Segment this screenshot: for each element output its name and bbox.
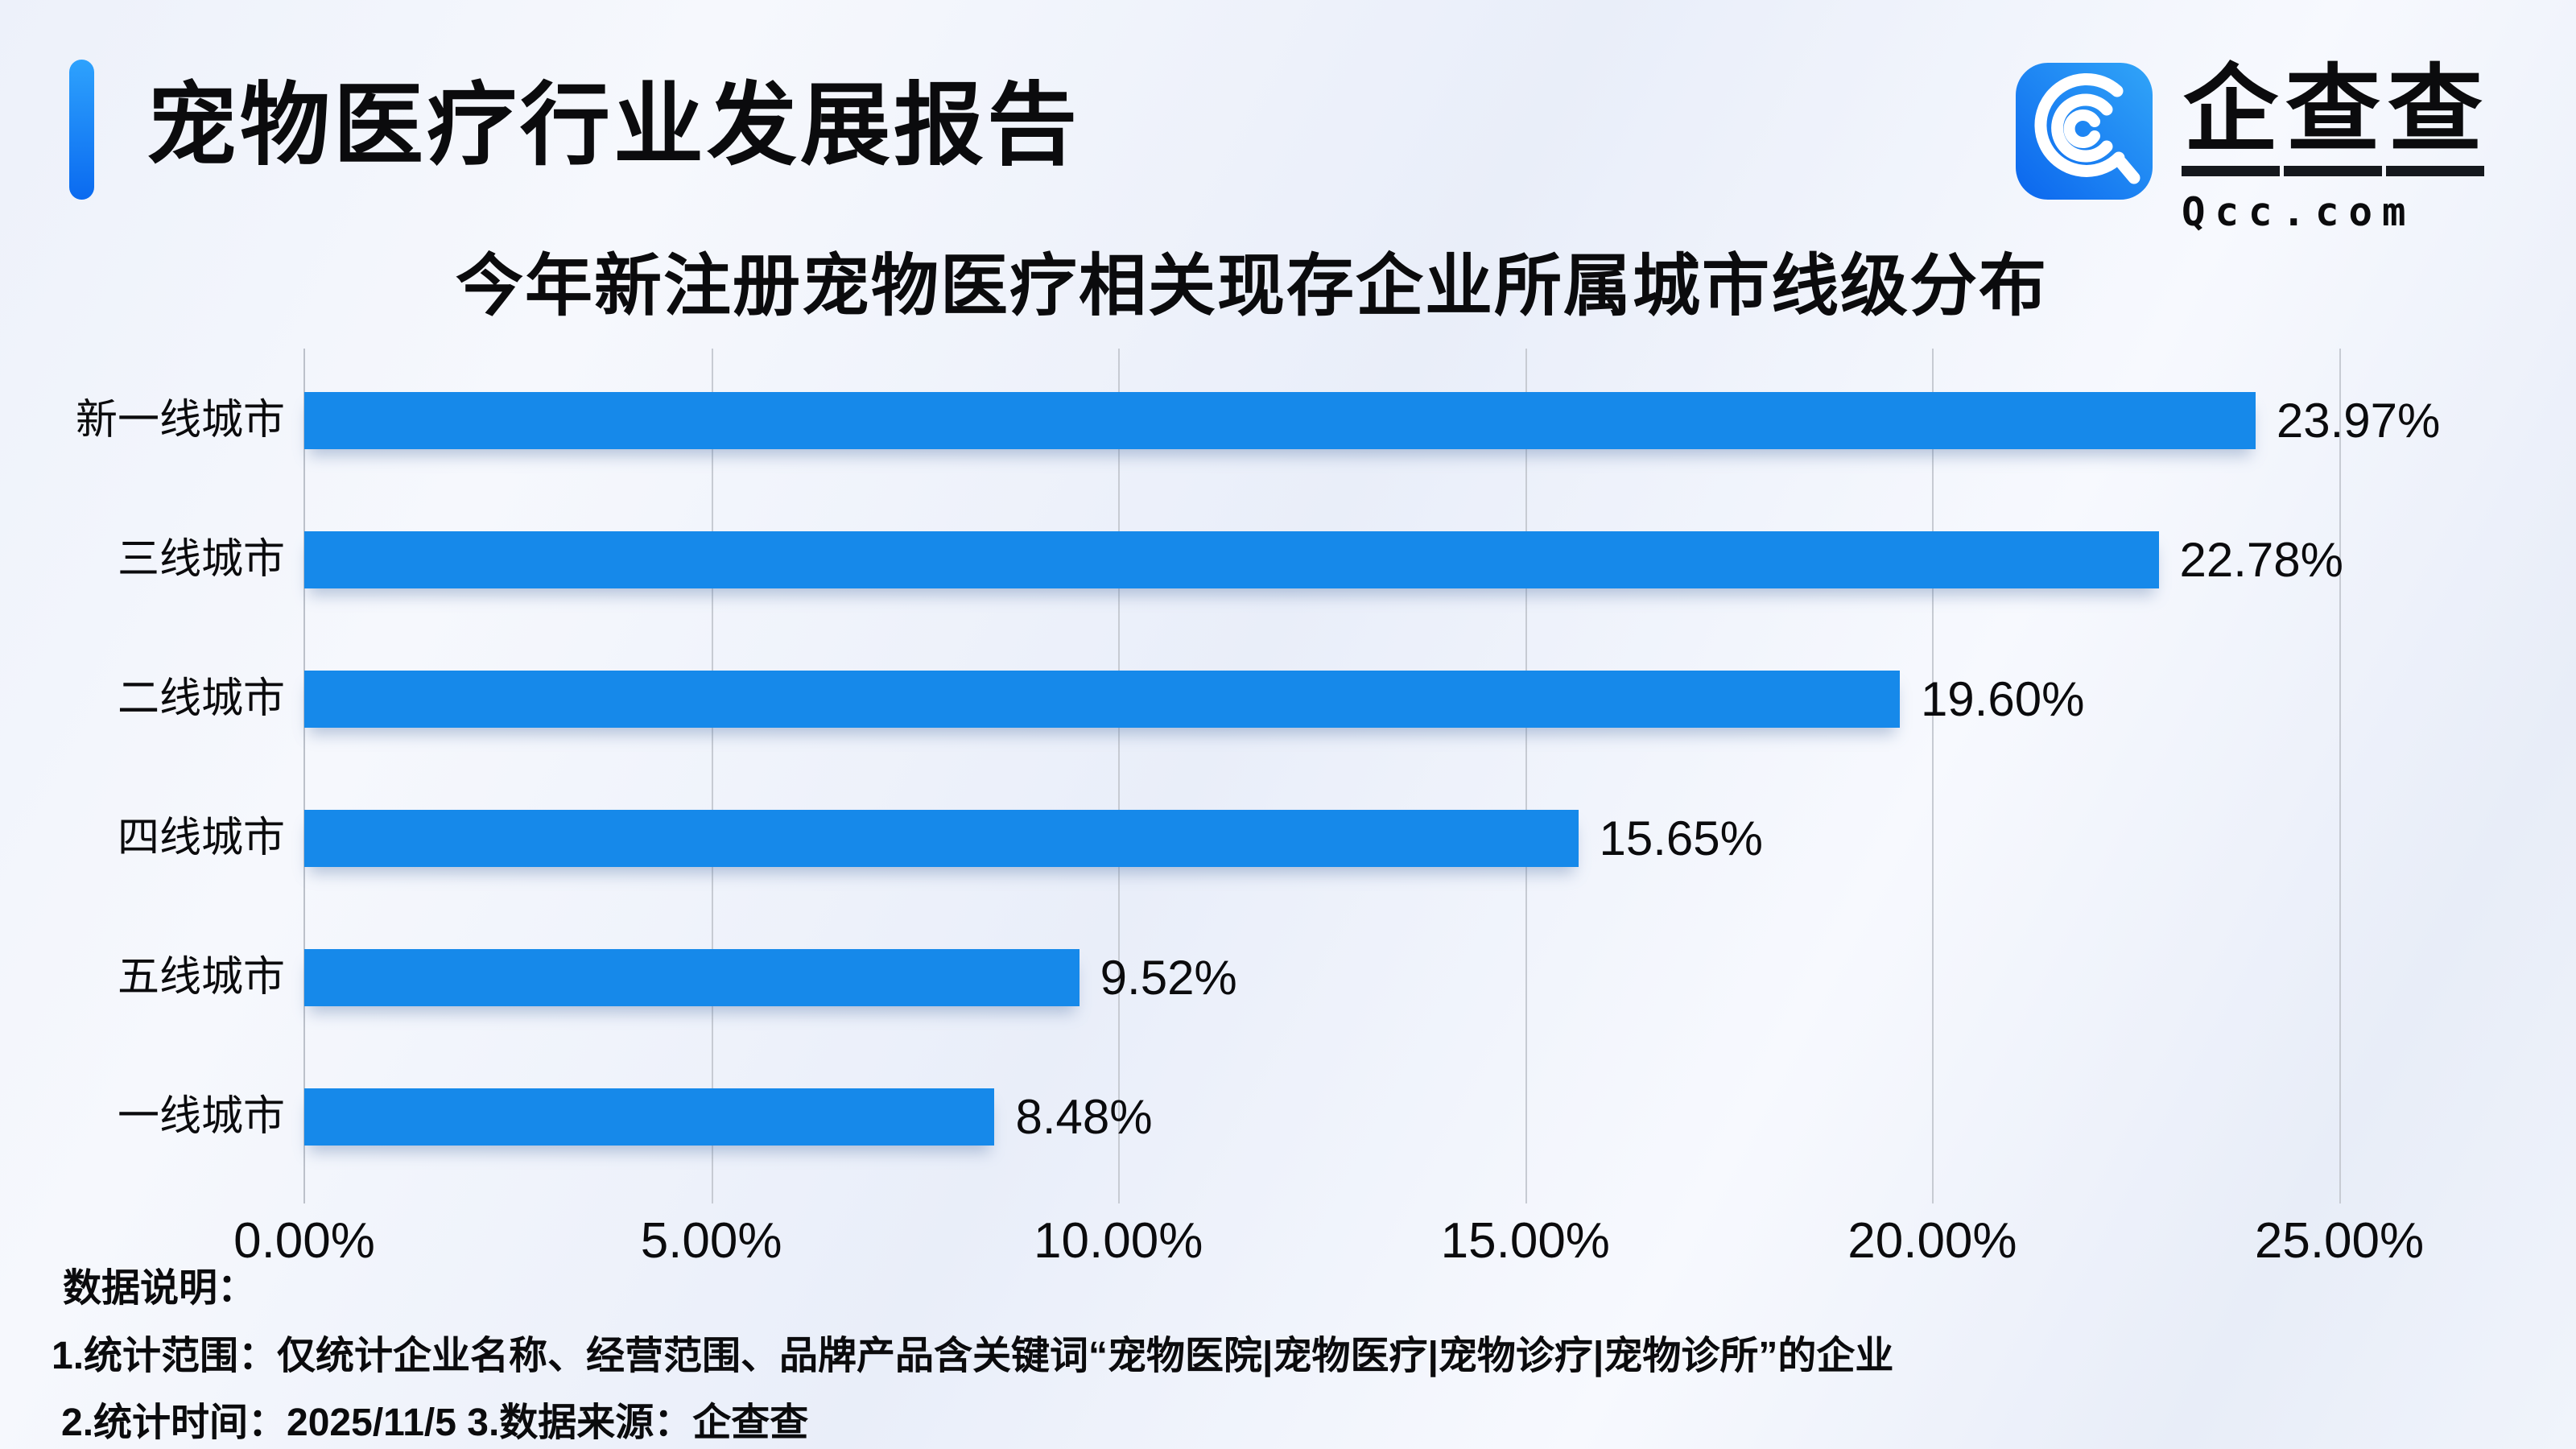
chart-title: 今年新注册宠物医疗相关现存企业所属城市线级分布	[455, 248, 2048, 324]
qcc-magnifier-icon	[2016, 63, 2153, 200]
category-label: 二线城市	[117, 675, 285, 722]
y-axis-line	[303, 349, 305, 1203]
gridline	[1118, 349, 1121, 1203]
x-tick-label: 0.00%	[233, 1213, 375, 1269]
x-tick-label: 20.00%	[1847, 1213, 2017, 1269]
gridline	[2339, 349, 2341, 1203]
bar-一线城市	[304, 1088, 995, 1146]
value-label: 8.48%	[1015, 1090, 1153, 1144]
gridline	[1525, 349, 1527, 1203]
bar-二线城市	[304, 671, 1900, 728]
x-tick-label: 5.00%	[640, 1213, 782, 1269]
gridline	[711, 349, 713, 1203]
value-label: 9.52%	[1100, 951, 1237, 1005]
qcc-logo: 企查查 Qcc.com	[2016, 63, 2488, 235]
notes-line-1: 1.统计范围：仅统计企业名称、经营范围、品牌产品含关键词“宠物医院|宠物医疗|宠…	[52, 1335, 1894, 1377]
value-label: 15.65%	[1599, 811, 1764, 865]
notes-heading: 数据说明：	[63, 1267, 257, 1310]
value-label: 23.97%	[2276, 394, 2441, 448]
logo-brand-char: 企	[2182, 63, 2281, 176]
logo-brand-text: 企查查	[2182, 63, 2488, 176]
value-label: 22.78%	[2179, 533, 2344, 587]
gridline	[1932, 349, 1934, 1203]
x-axis: 0.00% 5.00% 10.00% 15.00% 20.00% 25.00%	[233, 1212, 2424, 1269]
notes-line-2: 2.统计时间：2025/11/5 3.数据来源：企查查	[61, 1402, 809, 1444]
x-tick-label: 15.00%	[1440, 1213, 1610, 1269]
logo-domain-text: Qcc.com	[2182, 189, 2416, 235]
title-accent-bar	[69, 60, 94, 200]
bar-新一线城市	[304, 392, 2256, 449]
bar-五线城市	[304, 949, 1080, 1006]
value-label: 19.60%	[1920, 672, 2085, 726]
x-tick-label: 25.00%	[2254, 1213, 2425, 1269]
category-label: 五线城市	[117, 954, 285, 1001]
x-tick-label: 10.00%	[1034, 1213, 1203, 1269]
category-label: 三线城市	[117, 536, 285, 583]
category-axis: 新一线城市三线城市二线城市四线城市五线城市一线城市	[32, 349, 285, 1203]
bar-四线城市	[304, 810, 1579, 867]
page-title: 宠物医疗行业发展报告	[147, 75, 1080, 175]
bar-三线城市	[304, 531, 2159, 588]
plot-area: 23.97% 22.78% 19.60% 15.65% 9.52% 8.48%	[303, 349, 2440, 1203]
category-label: 四线城市	[117, 815, 285, 861]
category-label: 新一线城市	[75, 397, 285, 444]
logo-brand-char: 查	[2284, 63, 2383, 176]
logo-brand-char: 查	[2386, 63, 2485, 176]
category-label: 一线城市	[117, 1093, 285, 1140]
logo-text-block: 企查查 Qcc.com	[2182, 63, 2488, 235]
